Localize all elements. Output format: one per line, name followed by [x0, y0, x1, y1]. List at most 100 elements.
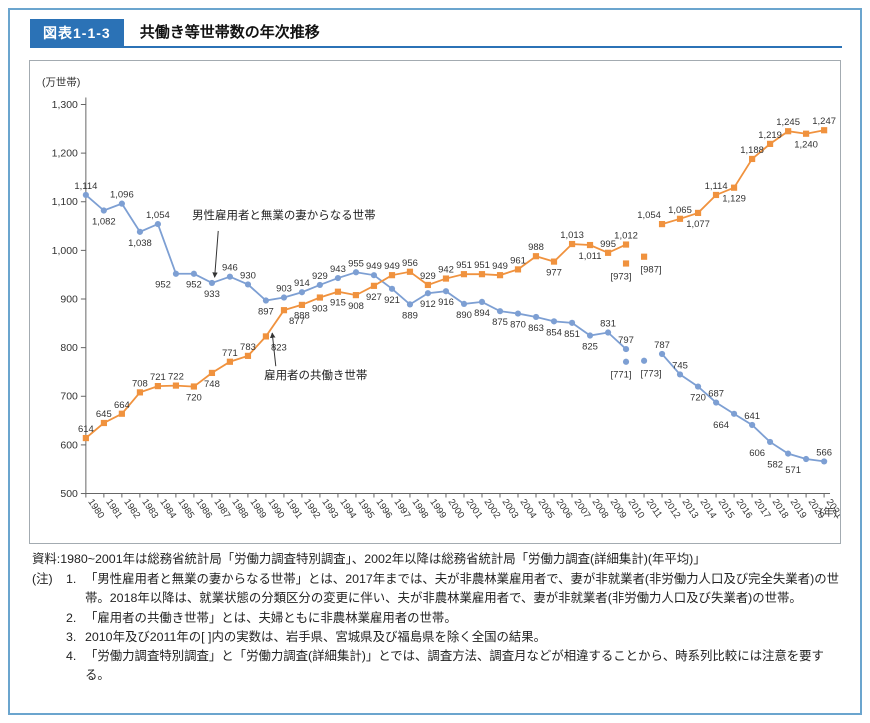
- svg-text:875: 875: [492, 317, 508, 328]
- svg-text:2003: 2003: [500, 497, 521, 521]
- svg-text:1997: 1997: [392, 497, 413, 521]
- svg-text:1993: 1993: [319, 497, 340, 521]
- note-label: (注): [32, 572, 53, 587]
- svg-text:600: 600: [60, 440, 78, 451]
- figure-header: 図表1-1-3 共働き等世帯数の年次推移: [30, 19, 842, 48]
- svg-text:977: 977: [546, 268, 562, 279]
- svg-text:1,054: 1,054: [637, 210, 661, 221]
- svg-text:614: 614: [78, 424, 94, 435]
- svg-text:1988: 1988: [229, 497, 250, 521]
- svg-text:2005: 2005: [536, 497, 557, 521]
- svg-text:771: 771: [222, 348, 238, 359]
- svg-text:1,219: 1,219: [758, 130, 782, 141]
- note-block: (注) 1. 「男性雇用者と無業の妻からなる世帯」とは、2017年までは、夫が非…: [32, 570, 844, 685]
- svg-text:1,245: 1,245: [776, 117, 800, 128]
- svg-text:915: 915: [330, 298, 346, 309]
- svg-text:687: 687: [708, 389, 724, 400]
- svg-text:851: 851: [564, 329, 580, 340]
- svg-text:1,065: 1,065: [668, 205, 692, 216]
- notes-section: 資料:1980~2001年は総務省統計局「労働力調査特別調査」、2002年以降は…: [32, 550, 844, 686]
- svg-text:[973]: [973]: [611, 271, 632, 282]
- svg-text:1981: 1981: [103, 497, 124, 521]
- svg-text:720: 720: [690, 393, 706, 404]
- svg-text:708: 708: [132, 378, 148, 389]
- svg-text:1986: 1986: [193, 497, 214, 521]
- x-axis: 1980198119821983198419851986198719881989…: [85, 493, 840, 521]
- svg-text:930: 930: [240, 270, 256, 281]
- svg-text:951: 951: [456, 260, 472, 271]
- svg-text:927: 927: [366, 292, 382, 303]
- svg-text:2019: 2019: [788, 497, 809, 521]
- svg-text:641: 641: [744, 411, 760, 422]
- svg-text:2016: 2016: [734, 497, 755, 521]
- svg-text:823: 823: [271, 342, 287, 353]
- svg-text:1,013: 1,013: [560, 230, 584, 241]
- svg-text:894: 894: [474, 308, 490, 319]
- svg-text:921: 921: [384, 295, 400, 306]
- svg-text:[773]: [773]: [641, 369, 662, 380]
- svg-text:1,247: 1,247: [812, 116, 836, 127]
- svg-text:2013: 2013: [680, 497, 701, 521]
- svg-text:2018: 2018: [770, 497, 791, 521]
- svg-text:721: 721: [150, 372, 166, 383]
- svg-text:582: 582: [767, 460, 783, 471]
- svg-text:1983: 1983: [139, 497, 160, 521]
- bracketed-points: [771] [773] [973] [987]: [611, 253, 662, 381]
- svg-text:943: 943: [330, 264, 346, 275]
- chart-svg: 500 600 700 800 900 1,000 1,100 1,200 1,300 (万世帯)…: [42, 76, 840, 521]
- series-annotation-0: 男性雇用者と無業の妻からなる世帯: [192, 208, 376, 278]
- svg-text:1980: 1980: [85, 497, 106, 521]
- svg-text:2004: 2004: [518, 497, 539, 521]
- series-markers-0: [82, 191, 828, 465]
- note-item: 3. 2010年及び2011年の[ ]内の実数は、岩手県、宮城県及び福島県を除く…: [66, 629, 547, 644]
- svg-text:988: 988: [528, 242, 544, 253]
- svg-text:1994: 1994: [337, 497, 358, 521]
- svg-text:800: 800: [60, 343, 78, 354]
- svg-text:903: 903: [276, 284, 292, 295]
- svg-text:1,038: 1,038: [128, 238, 152, 249]
- svg-text:914: 914: [294, 278, 310, 289]
- svg-text:956: 956: [402, 258, 418, 269]
- svg-text:995: 995: [600, 239, 616, 250]
- svg-text:[987]: [987]: [641, 265, 662, 276]
- svg-text:1,011: 1,011: [579, 251, 602, 262]
- svg-text:1,100: 1,100: [52, 197, 78, 208]
- svg-text:831: 831: [600, 319, 616, 330]
- svg-text:903: 903: [312, 303, 328, 314]
- note-item: 1. 「男性雇用者と無業の妻からなる世帯」とは、2017年までは、夫が非農林業雇…: [66, 572, 839, 606]
- svg-text:1,054: 1,054: [146, 210, 170, 221]
- svg-text:1,129: 1,129: [722, 194, 746, 205]
- y-unit-label: (万世帯): [42, 76, 80, 89]
- figure-title: 共働き等世帯数の年次推移: [139, 24, 320, 41]
- source-line: 資料:1980~2001年は総務省統計局「労働力調査特別調査」、2002年以降は…: [32, 552, 706, 566]
- svg-text:1,240: 1,240: [794, 140, 818, 151]
- svg-text:912: 912: [420, 299, 436, 310]
- svg-text:1992: 1992: [301, 497, 322, 521]
- svg-text:571: 571: [785, 465, 801, 476]
- svg-text:942: 942: [438, 265, 454, 276]
- svg-text:897: 897: [258, 306, 274, 317]
- svg-text:1990: 1990: [265, 497, 286, 521]
- svg-text:2007: 2007: [572, 497, 593, 521]
- svg-text:1,188: 1,188: [740, 145, 764, 156]
- svg-text:1999: 1999: [427, 497, 448, 521]
- svg-text:889: 889: [402, 310, 418, 321]
- svg-text:1984: 1984: [157, 497, 178, 521]
- svg-text:2011: 2011: [644, 497, 665, 520]
- svg-text:952: 952: [155, 280, 171, 291]
- svg-text:952: 952: [186, 280, 202, 291]
- svg-text:1,114: 1,114: [74, 181, 97, 192]
- svg-text:雇用者の共働き世帯: 雇用者の共働き世帯: [264, 368, 367, 382]
- svg-text:2006: 2006: [554, 497, 575, 521]
- svg-text:606: 606: [749, 448, 765, 459]
- svg-text:1989: 1989: [247, 497, 268, 521]
- svg-text:1991: 1991: [283, 497, 304, 521]
- svg-text:2015: 2015: [716, 497, 737, 521]
- svg-text:877: 877: [289, 316, 305, 327]
- svg-text:720: 720: [186, 393, 202, 404]
- svg-text:664: 664: [114, 400, 130, 411]
- svg-text:929: 929: [312, 271, 328, 282]
- svg-text:2010: 2010: [626, 497, 647, 521]
